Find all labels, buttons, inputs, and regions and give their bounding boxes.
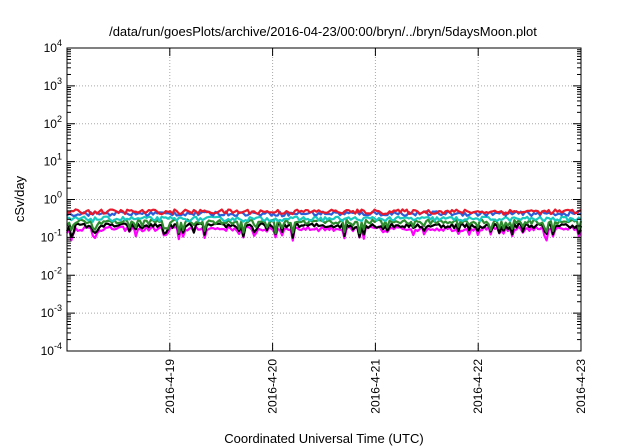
series-layer [66,208,583,242]
y-axis-label: cSv/day [12,175,27,222]
y-tick-label: 101 [44,152,62,169]
y-tick-exponent: 2 [57,114,62,124]
plot-frame [66,47,582,352]
y-tick-exponent: 0 [57,190,62,200]
y-tick-exponent: -2 [54,265,62,275]
y-tick-exponent: -1 [54,227,62,237]
y-tick-label: 10-1 [41,227,62,244]
x-axis: 2016-4-19 2016-4-20 2016-4-21 2016-4-22 2016… [163,48,588,414]
y-tick-exponent: 3 [57,76,62,86]
y-tick-exponent: -4 [54,341,62,351]
y-tick-exponent: -3 [54,303,62,313]
y-tick-label: 100 [44,190,62,207]
x-tick-label: 2016-4-22 [471,359,485,414]
x-tick-label: 2016-4-20 [266,359,280,414]
y-tick-label: 10-3 [41,303,62,320]
y-tick-base: 10 [44,79,58,93]
y-tick-label: 10-4 [41,341,62,358]
series-line [66,222,583,239]
y-tick-exponent: 4 [57,38,62,48]
x-tick-label: 2016-4-23 [574,359,588,414]
grid [67,48,581,351]
x-tick-label: 2016-4-19 [163,359,177,414]
y-tick-label: 102 [44,114,62,131]
series-line [66,208,582,216]
y-tick-label: 103 [44,76,62,93]
y-tick-base: 10 [44,155,58,169]
y-tick-base: 10 [41,230,55,244]
y-tick-label: 104 [44,38,62,55]
y-tick-base: 10 [44,117,58,131]
x-tick-label: 2016-4-21 [368,359,382,414]
y-tick-base: 10 [44,41,58,55]
y-tick-base: 10 [41,306,55,320]
x-axis-label: Coordinated Universal Time (UTC) [224,431,423,446]
y-tick-base: 10 [41,344,55,358]
y-tick-exponent: 1 [57,152,62,162]
y-tick-base: 10 [44,193,58,207]
y-tick-label: 10-2 [41,265,62,282]
series-line [67,215,582,223]
y-tick-base: 10 [41,268,55,282]
chart-title: /data/run/goesPlots/archive/2016-04-23/0… [109,24,537,39]
